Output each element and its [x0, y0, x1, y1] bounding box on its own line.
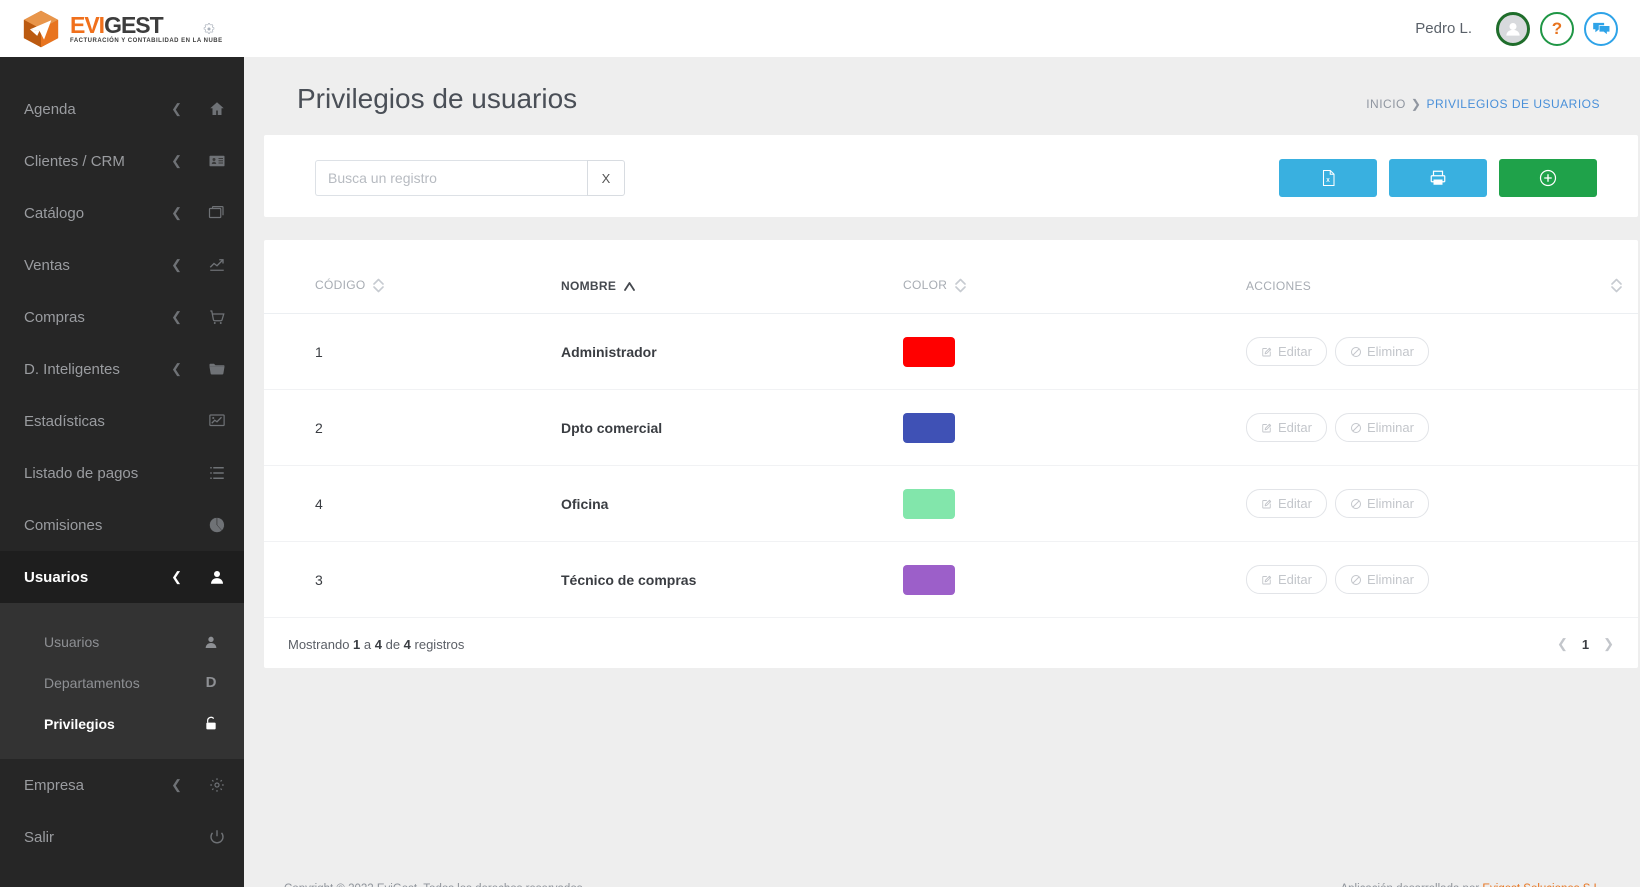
svg-text:X: X: [1326, 178, 1330, 184]
